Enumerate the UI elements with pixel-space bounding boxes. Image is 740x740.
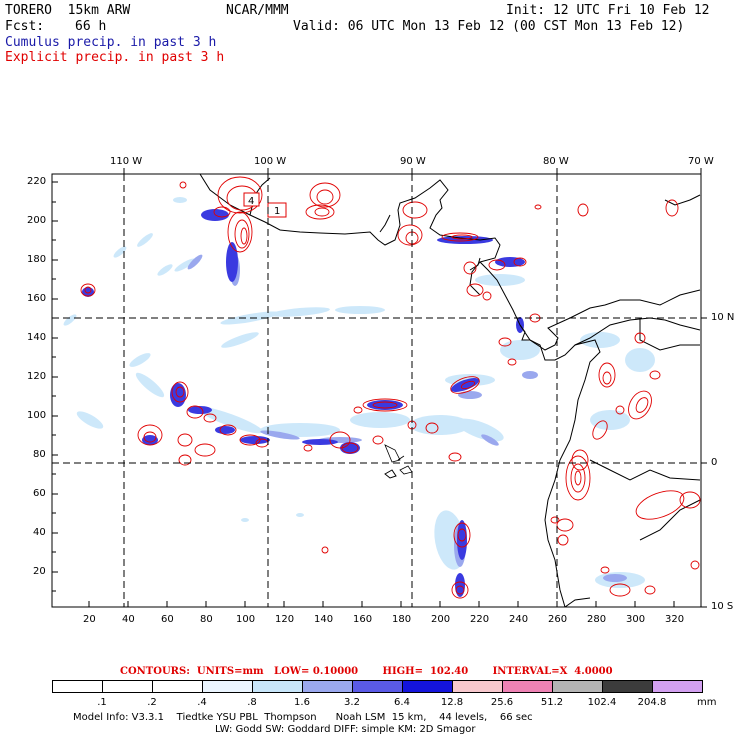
lon-label-70w: 70 W [688, 156, 714, 167]
lon-label-90w: 90 W [400, 156, 426, 167]
model-title: TORERO 15km ARW [5, 3, 131, 18]
legend-swatch-0 [52, 680, 103, 693]
legend-label-8: 25.6 [490, 697, 514, 708]
model-info-line2: LW: Godd SW: Goddard DIFF: simple KM: 2D… [215, 724, 476, 735]
valid-time: Valid: 06 UTC Mon 13 Feb 12 (00 CST Mon … [293, 19, 685, 34]
legend-unit: mm [697, 697, 717, 708]
y-tick-60: 60 [33, 488, 46, 499]
legend-label-4: 1.6 [294, 697, 310, 708]
init-time: Init: 12 UTC Fri 10 Feb 12 [506, 3, 710, 18]
y-tick-40: 40 [33, 527, 46, 538]
lat-label-0: 0 [711, 457, 718, 468]
y-tick-220: 220 [27, 176, 47, 187]
y-tick-120: 120 [27, 371, 47, 382]
x-tick-80: 80 [200, 614, 213, 625]
x-tick-100: 100 [236, 614, 256, 625]
legend-label-2: .4 [197, 697, 207, 708]
legend-swatch-6 [352, 680, 403, 693]
x-tick-300: 300 [626, 614, 646, 625]
legend-swatch-8 [452, 680, 503, 693]
lon-label-100w: 100 W [254, 156, 287, 167]
legend-swatch-12 [652, 680, 703, 693]
legend-swatch-9 [502, 680, 553, 693]
legend-swatch-5 [302, 680, 353, 693]
model-info-line1: Model Info: V3.3.1 Tiedtke YSU PBL Thomp… [73, 712, 533, 723]
latlon-grid [52, 174, 701, 607]
legend-swatch-10 [552, 680, 603, 693]
x-tick-60: 60 [161, 614, 174, 625]
x-tick-260: 260 [548, 614, 568, 625]
x-tick-240: 240 [509, 614, 529, 625]
coastlines [199, 174, 701, 607]
x-tick-320: 320 [665, 614, 685, 625]
legend-swatch-4 [252, 680, 303, 693]
x-tick-40: 40 [122, 614, 135, 625]
explicit-legend: Explicit precip. in past 3 h [5, 50, 225, 65]
x-tick-280: 280 [587, 614, 607, 625]
legend-swatch-1 [102, 680, 153, 693]
y-tick-140: 140 [27, 332, 47, 343]
y-tick-100: 100 [27, 410, 47, 421]
legend-swatch-3 [202, 680, 253, 693]
legend-label-10: 102.4 [587, 697, 617, 708]
y-tick-180: 180 [27, 254, 47, 265]
y-tick-160: 160 [27, 293, 47, 304]
cumulus-precip-areas [63, 197, 655, 597]
axis-ticks [52, 168, 707, 608]
contours-info: CONTOURS: UNITS=mm LOW= 0.10000 HIGH= 10… [120, 666, 613, 677]
box-label-4: 4 [248, 196, 254, 207]
legend-label-1: .2 [147, 697, 157, 708]
org-label: NCAR/MMM [226, 3, 289, 18]
legend-label-5: 3.2 [344, 697, 360, 708]
fcst-value: 66 h [75, 19, 107, 34]
lon-label-110w: 110 W [110, 156, 143, 167]
legend-swatch-2 [152, 680, 203, 693]
y-tick-200: 200 [27, 215, 47, 226]
lat-label-10n: 10 N [711, 312, 735, 323]
y-tick-80: 80 [33, 449, 46, 460]
x-tick-140: 140 [314, 614, 334, 625]
legend-label-3: .8 [247, 697, 257, 708]
legend-label-7: 12.8 [440, 697, 464, 708]
x-tick-220: 220 [470, 614, 490, 625]
legend-label-11: 204.8 [637, 697, 667, 708]
legend-swatch-7 [402, 680, 453, 693]
legend-label-9: 51.2 [540, 697, 564, 708]
x-tick-160: 160 [353, 614, 373, 625]
legend-label-0: .1 [97, 697, 107, 708]
legend-label-6: 6.4 [394, 697, 410, 708]
lat-label-10s: 10 S [711, 601, 734, 612]
x-tick-180: 180 [392, 614, 412, 625]
x-tick-120: 120 [275, 614, 295, 625]
box-label-1: 1 [274, 206, 280, 217]
cumulus-legend: Cumulus precip. in past 3 h [5, 35, 217, 50]
x-tick-200: 200 [431, 614, 451, 625]
explicit-precip-contours [80, 176, 701, 599]
lon-label-80w: 80 W [543, 156, 569, 167]
x-tick-20: 20 [83, 614, 96, 625]
y-tick-20: 20 [33, 566, 46, 577]
fcst-label: Fcst: [5, 19, 45, 34]
legend-swatch-11 [602, 680, 653, 693]
